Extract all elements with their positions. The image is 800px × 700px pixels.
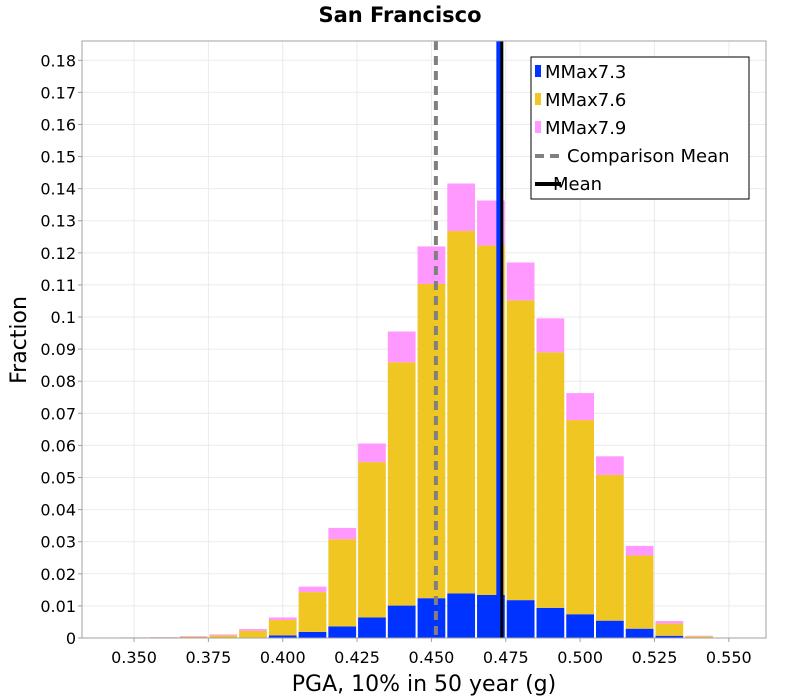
bar-mmax7-6	[358, 462, 386, 618]
bar-mmax7-9	[417, 246, 446, 284]
bar-mmax7-6	[268, 620, 297, 636]
bar-mmax7-3	[506, 600, 535, 638]
bar-mmax7-3	[655, 635, 684, 638]
bars-layer	[120, 183, 713, 638]
bar-mmax7-3	[447, 593, 476, 638]
bar-mmax7-3	[298, 631, 327, 638]
y-tick-label: 0.03	[40, 533, 76, 552]
bar-mmax7-3	[387, 605, 416, 638]
x-tick-label: 0.500	[557, 648, 603, 667]
x-tick-label: 0.350	[111, 648, 157, 667]
bar-mmax7-9	[625, 545, 654, 556]
y-tick-label: 0.12	[40, 244, 76, 263]
legend: MMax7.3 MMax7.6 MMax7.9 Comparison Mean Mean	[530, 56, 750, 200]
bar-mmax7-6	[179, 636, 208, 638]
x-tick-label: 0.425	[334, 648, 380, 667]
legend-box	[530, 56, 750, 200]
x-tick-label: 0.550	[706, 648, 752, 667]
bar-mmax7-6	[447, 231, 476, 594]
bar-mmax7-9	[685, 635, 713, 637]
bar-mmax7-9	[328, 527, 357, 540]
bar-mmax7-9	[387, 331, 416, 363]
bar-mmax7-9	[298, 586, 327, 593]
legend-label: MMax7.6	[545, 90, 626, 111]
bar-mmax7-9	[268, 617, 297, 621]
bar-mmax7-3	[566, 614, 594, 638]
legend-swatch	[535, 93, 541, 105]
bar-mmax7-6	[209, 635, 238, 638]
y-tick-label: 0.18	[40, 51, 76, 70]
legend-label: MMax7.9	[545, 118, 626, 139]
plot-area-border	[81, 40, 767, 639]
x-tick-label: 0.450	[409, 648, 455, 667]
y-tick-label: 0.16	[40, 115, 76, 134]
bar-mmax7-6	[685, 636, 713, 638]
bar-mmax7-9	[209, 634, 238, 636]
y-tick-label: 0.02	[40, 565, 76, 584]
legend-label: Comparison Mean	[567, 146, 730, 167]
y-tick-label: 0.04	[40, 501, 76, 520]
bar-mmax7-9	[655, 620, 684, 624]
y-tick-label: 0.17	[40, 83, 76, 102]
x-tick-label: 0.475	[483, 648, 529, 667]
y-axis-ticks: 0 0.01 0.02 0.03 0.04 0.05 0.06 0.07 0.08 0.09 0.1…	[40, 51, 82, 648]
bar-mmax7-9	[447, 183, 476, 232]
y-tick-label: 0.07	[40, 404, 76, 423]
y-tick-label: 0.01	[40, 597, 76, 616]
y-tick-label: 0	[66, 629, 76, 648]
bar-mmax7-3	[417, 598, 446, 638]
bar-mmax7-3	[596, 620, 624, 638]
y-axis-title: Fraction	[7, 296, 32, 384]
bar-mmax7-6	[298, 592, 327, 632]
bar-mmax7-6	[625, 555, 654, 629]
legend-label: Mean	[553, 174, 602, 195]
x-tick-label: 0.400	[260, 648, 306, 667]
bar-mmax7-9	[506, 262, 535, 301]
bar-mmax7-6	[239, 630, 267, 638]
y-tick-label: 0.13	[40, 212, 76, 231]
bar-mmax7-6	[417, 283, 446, 599]
y-tick-label: 0.11	[40, 276, 76, 295]
legend-label: MMax7.3	[545, 62, 626, 83]
x-axis-ticks: 0.350 0.375 0.400 0.425 0.450 0.475 0.500 0.525…	[111, 638, 752, 667]
x-axis-title: PGA, 10% in 50 year (g)	[292, 672, 556, 697]
y-tick-label: 0.14	[40, 180, 76, 199]
bar-mmax7-6	[596, 474, 624, 621]
bar-mmax7-9	[536, 318, 565, 353]
bar-mmax7-9	[179, 636, 208, 637]
reference-lines-layer	[433, 41, 504, 638]
y-tick-label: 0.06	[40, 436, 76, 455]
y-tick-label: 0.05	[40, 469, 76, 488]
bar-mmax7-6	[328, 539, 357, 627]
legend-swatch	[535, 65, 541, 77]
bar-mmax7-6	[536, 352, 565, 608]
bar-mmax7-3	[625, 628, 654, 638]
legend-swatch	[535, 121, 541, 133]
bar-mmax7-6	[387, 362, 416, 606]
bar-mmax7-3	[328, 626, 357, 638]
bar-mmax7-9	[596, 456, 624, 475]
bar-mmax7-3	[268, 635, 297, 638]
bar-mmax7-9	[358, 443, 386, 463]
bar-mmax7-3	[536, 607, 565, 638]
bar-mmax7-9	[566, 393, 594, 421]
bar-mmax7-6	[655, 623, 684, 636]
y-tick-label: 0.08	[40, 372, 76, 391]
y-tick-label: 0.1	[51, 308, 76, 327]
x-tick-label: 0.375	[185, 648, 231, 667]
x-tick-label: 0.525	[632, 648, 678, 667]
bar-mmax7-9	[239, 629, 267, 631]
y-tick-label: 0.15	[40, 148, 76, 167]
bar-mmax7-3	[358, 617, 386, 638]
y-tick-label: 0.09	[40, 340, 76, 359]
bar-mmax7-6	[506, 300, 535, 601]
chart-title: San Francisco	[318, 3, 481, 27]
bar-mmax7-6	[566, 420, 594, 615]
